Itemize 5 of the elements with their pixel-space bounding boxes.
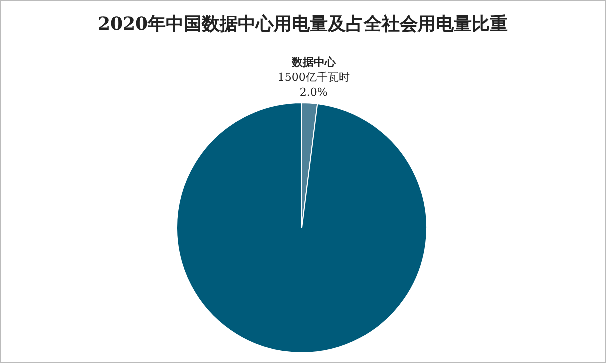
chart-title: 2020年中国数据中心用电量及占全社会用电量比重 <box>98 14 508 35</box>
text: 1500亿千瓦时 <box>278 71 350 84</box>
pie-slice <box>176 102 428 354</box>
slice-label: 数据中心 <box>290 56 337 70</box>
data-label: 2.0% <box>300 86 328 100</box>
